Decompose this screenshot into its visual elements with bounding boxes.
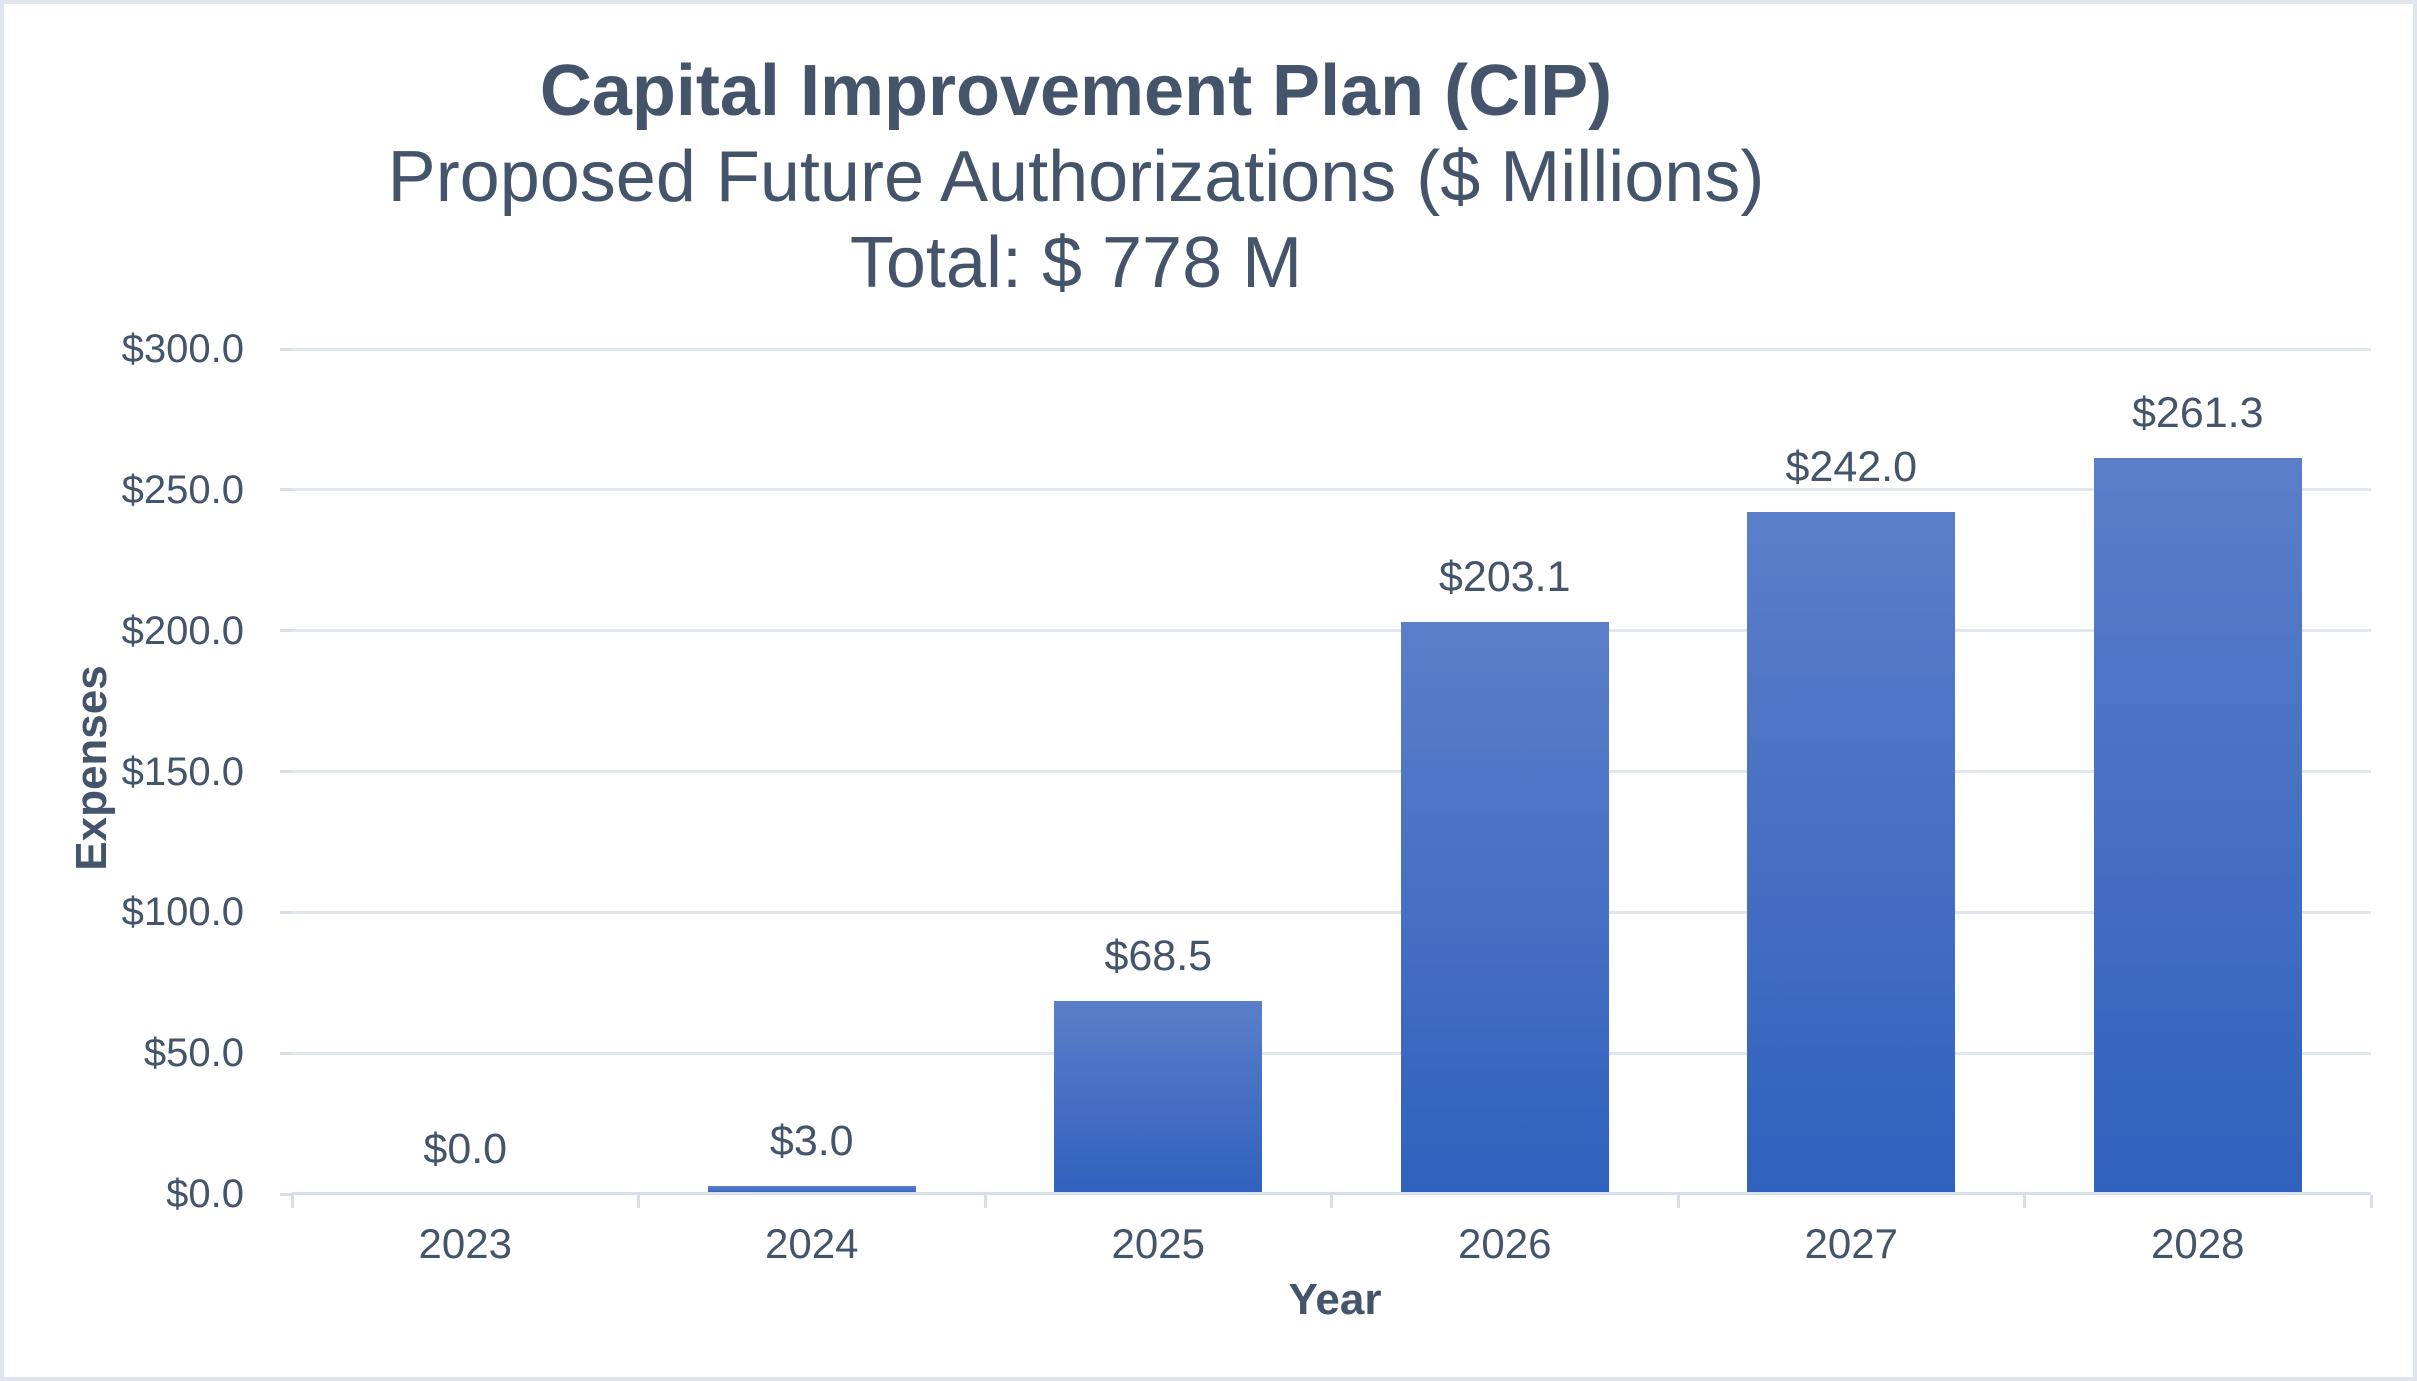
x-tick-mark [2023, 1195, 2026, 1208]
bar-value-label: $0.0 [423, 1125, 508, 1173]
bar-2026 [1400, 621, 1609, 1194]
y-axis-labels: $0.0 $50.0 $100.0 $150.0 $200.0 $250.0 $300.0 [4, 329, 244, 1214]
y-tick-label: $150.0 [121, 749, 244, 794]
x-category-label-2025: 2025 [1111, 1220, 1205, 1267]
gridline-300 [292, 347, 2371, 351]
bar-value-label: $3.0 [769, 1116, 854, 1165]
bar-2027 [1747, 512, 1956, 1194]
y-tick-mark [280, 910, 292, 914]
x-tick-mark [637, 1195, 640, 1208]
chart-total: Total: $ 778 M [849, 223, 1303, 303]
y-tick-label: $0.0 [166, 1172, 244, 1216]
x-category-label-2028: 2028 [2151, 1220, 2245, 1267]
gridline-50 [292, 1051, 2371, 1055]
x-category-label-2024: 2024 [765, 1220, 859, 1267]
x-tick-mark [1676, 1195, 1680, 1208]
gridline-200 [292, 629, 2371, 633]
x-tick-mark [2369, 1195, 2373, 1208]
chart-subtitle: Proposed Future Authorizations ($ Millio… [387, 137, 1765, 217]
y-tick-mark [280, 347, 292, 351]
x-category-label-2026: 2026 [1458, 1220, 1552, 1267]
bar-2024 [707, 1185, 916, 1194]
y-tick-label: $200.0 [121, 608, 244, 653]
x-axis-title: Year [1288, 1275, 1382, 1324]
x-tick-mark [290, 1195, 294, 1208]
gridline-100 [292, 910, 2371, 914]
x-axis-line [292, 1192, 2371, 1195]
bar-2028 [2093, 458, 2302, 1194]
chart-title: Capital Improvement Plan (CIP) [539, 51, 1613, 131]
bar-value-label: $261.3 [2131, 389, 2264, 438]
chart-header: Capital Improvement Plan (CIP) Proposed … [4, 48, 2148, 306]
y-tick-mark [280, 770, 292, 773]
bar-value-label: $203.1 [1438, 552, 1571, 601]
gridline-150 [292, 770, 2371, 773]
y-tick-label: $100.0 [121, 890, 244, 935]
x-axis-labels: 2023 2024 2025 2026 2027 2028 [292, 1223, 2371, 1273]
bar-value-label: $242.0 [1785, 443, 1918, 492]
x-category-label-2023: 2023 [418, 1220, 512, 1267]
y-tick-mark [280, 629, 292, 633]
x-tick-mark [1330, 1195, 1333, 1208]
y-tick-mark [280, 1192, 292, 1196]
y-tick-mark [280, 488, 292, 492]
x-category-label-2027: 2027 [1804, 1220, 1898, 1267]
bar-value-label: $68.5 [1104, 932, 1213, 981]
plot-area: $0.0 $3.0 $68.5 $203.1 $242.0 $261.3 [292, 347, 2371, 1194]
y-tick-label: $300.0 [121, 327, 244, 371]
y-tick-label: $250.0 [121, 467, 244, 512]
y-tick-label: $50.0 [143, 1031, 244, 1076]
bar-2025 [1054, 1001, 1263, 1194]
gridline-250 [292, 488, 2371, 492]
y-tick-mark [280, 1051, 292, 1055]
x-tick-mark [983, 1195, 987, 1208]
